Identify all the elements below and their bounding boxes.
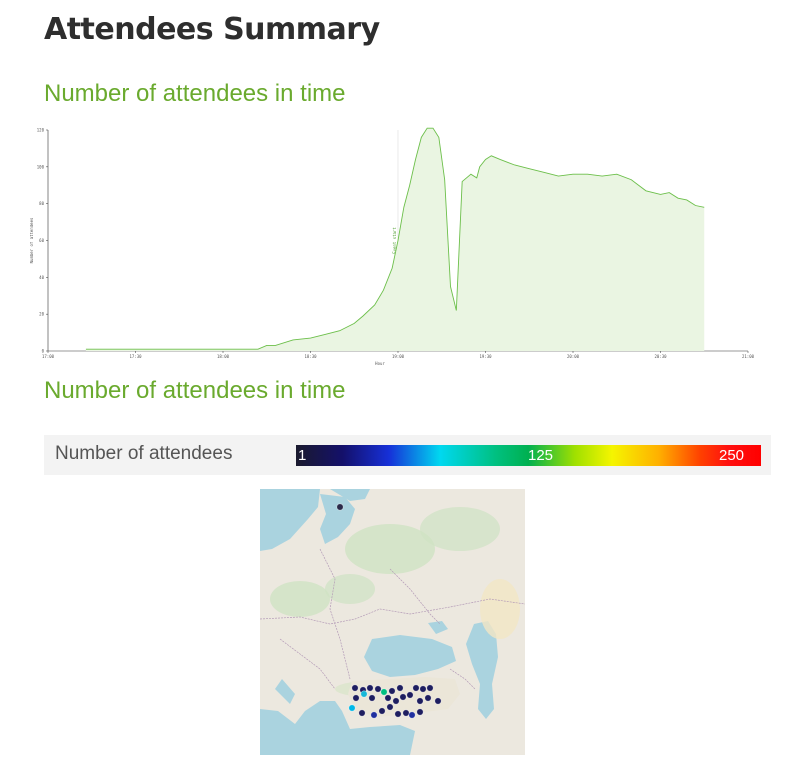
- attendee-location-marker[interactable]: [394, 710, 402, 718]
- attendee-location-marker[interactable]: [351, 684, 359, 692]
- legend-mid-value: 125: [528, 447, 554, 464]
- x-tick-label: 20:00: [567, 354, 580, 359]
- attendee-location-marker[interactable]: [388, 687, 396, 695]
- attendee-location-marker[interactable]: [408, 711, 416, 719]
- attendee-location-marker[interactable]: [392, 697, 400, 705]
- attendee-location-map[interactable]: [260, 489, 525, 755]
- attendees-time-chart-title: Number of attendees in time: [44, 80, 346, 107]
- attendee-location-marker[interactable]: [366, 684, 374, 692]
- y-axis-label: Number of attendees: [30, 217, 34, 263]
- attendee-location-marker[interactable]: [424, 694, 432, 702]
- attendee-location-marker[interactable]: [416, 697, 424, 705]
- x-tick-label: 19:00: [392, 354, 405, 359]
- legend-label: Number of attendees: [55, 443, 233, 464]
- attendees-series-line: [85, 127, 705, 350]
- x-tick-label: 19:30: [479, 354, 492, 359]
- attendee-location-marker[interactable]: [360, 690, 368, 698]
- attendees-area-chart: 0 20 40 60 80 100 120 17:00 17:30 18:00 18:30 19:00…: [30, 127, 755, 367]
- attendee-location-marker[interactable]: [416, 708, 424, 716]
- attendee-location-marker[interactable]: [434, 697, 442, 705]
- attendee-location-marker[interactable]: [358, 709, 366, 717]
- x-tick-label: 21:00: [742, 354, 755, 359]
- attendee-location-marker[interactable]: [419, 685, 427, 693]
- attendee-location-marker[interactable]: [370, 711, 378, 719]
- attendee-location-marker[interactable]: [352, 694, 360, 702]
- attendee-location-marker[interactable]: [384, 694, 392, 702]
- legend-max-value: 250: [719, 447, 745, 464]
- map-marker-layer: [336, 503, 442, 719]
- attendee-location-marker[interactable]: [402, 709, 410, 717]
- color-scale-gradient: [296, 445, 761, 466]
- attendees-map-title: Number of attendees in time: [44, 377, 346, 404]
- y-tick-label: 0: [42, 349, 45, 354]
- attendee-location-marker[interactable]: [412, 684, 420, 692]
- x-tick-label: 18:30: [304, 354, 317, 359]
- x-tick-label: 20:30: [654, 354, 667, 359]
- attendee-location-marker[interactable]: [380, 688, 388, 696]
- attendee-location-marker[interactable]: [396, 684, 404, 692]
- x-axis-label: Hour: [375, 361, 385, 366]
- attendee-location-marker[interactable]: [374, 685, 382, 693]
- y-tick-label: 120: [37, 128, 45, 133]
- attendee-location-marker[interactable]: [386, 703, 394, 711]
- x-tick-label: 18:00: [217, 354, 230, 359]
- attendee-location-marker[interactable]: [406, 691, 414, 699]
- attendee-location-marker[interactable]: [368, 694, 376, 702]
- attendee-location-marker[interactable]: [399, 693, 407, 701]
- y-tick-label: 60: [39, 238, 44, 243]
- x-tick-label: 17:30: [129, 354, 142, 359]
- attendee-location-marker[interactable]: [348, 704, 356, 712]
- attendees-area-fill: [85, 128, 705, 351]
- y-tick-label: 20: [39, 312, 44, 317]
- attendee-location-marker[interactable]: [426, 684, 434, 692]
- y-tick-label: 40: [39, 275, 44, 280]
- attendee-location-marker[interactable]: [378, 707, 386, 715]
- legend-min-value: 1: [298, 447, 307, 464]
- y-tick-label: 80: [39, 201, 44, 206]
- attendee-location-marker[interactable]: [336, 503, 344, 511]
- y-tick-label: 100: [37, 164, 45, 169]
- page-title: Attendees Summary: [44, 12, 380, 47]
- event-start-label: Event start: [392, 227, 397, 254]
- color-legend: Number of attendees 1 125 250: [44, 435, 771, 475]
- x-tick-label: 17:00: [42, 354, 55, 359]
